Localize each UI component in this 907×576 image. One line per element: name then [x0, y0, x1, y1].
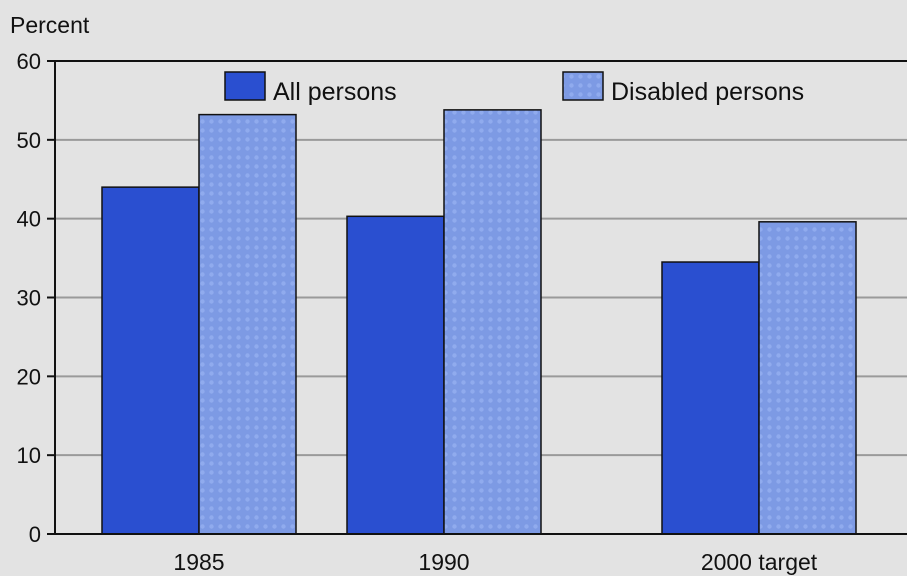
bar-disabled-persons-1990: [443, 109, 542, 535]
y-tick-label-50: 50: [17, 128, 41, 153]
y-axis-label: Percent: [10, 12, 90, 38]
y-tick-label-40: 40: [17, 207, 41, 232]
y-tick-label-20: 20: [17, 364, 41, 389]
y-tick-label-60: 60: [17, 49, 41, 74]
y-tick-label-30: 30: [17, 286, 41, 311]
bar-all-persons-1985: [101, 186, 200, 535]
y-tick-label-0: 0: [29, 522, 41, 547]
x-tick-label-1985: 1985: [173, 549, 224, 575]
bar-all-persons-1990: [346, 215, 445, 535]
x-tick-label-2000-target: 2000 target: [701, 549, 818, 575]
bar-disabled-persons-2000-target: [758, 221, 857, 535]
legend-swatch-disabled-persons: [562, 71, 604, 101]
bar-disabled-persons-1985: [198, 113, 297, 535]
legend-label-disabled-persons: Disabled persons: [611, 78, 804, 106]
x-axis-labels: 1985 1990 2000 target: [173, 549, 817, 575]
x-tick-label-1990: 1990: [418, 549, 469, 575]
legend-swatch-all-persons: [224, 71, 266, 101]
y-axis-ticks: 0 10 20 30 40 50 60: [17, 49, 55, 547]
y-tick-label-10: 10: [17, 443, 41, 468]
bar-all-persons-2000-target: [661, 261, 760, 535]
legend: All persons Disabled persons: [224, 71, 804, 106]
legend-label-all-persons: All persons: [273, 78, 397, 106]
bars: [101, 109, 857, 535]
